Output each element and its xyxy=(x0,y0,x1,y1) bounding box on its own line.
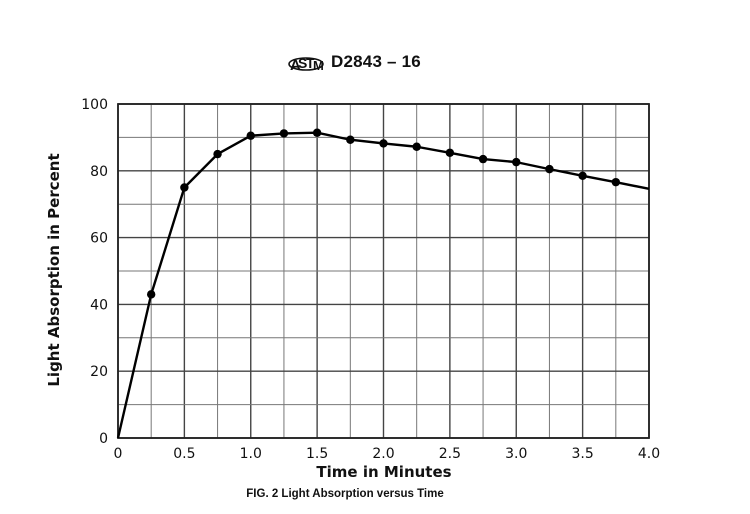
x-axis-label: Time in Minutes xyxy=(316,463,452,481)
data-point-marker xyxy=(180,183,189,192)
data-series xyxy=(116,128,650,439)
y-tick-label: 100 xyxy=(81,97,108,113)
data-point-marker xyxy=(346,135,355,144)
y-axis-label: Light Absorption in Percent xyxy=(45,153,63,387)
svg-text:A: A xyxy=(290,57,301,74)
svg-text:S: S xyxy=(298,55,307,71)
axis-ticks: 0 0.5 1.0 1.5 2.0 2.5 3.0 3.5 4.0 0 20 40 60 80 100 xyxy=(81,97,660,462)
x-tick-label: 0 xyxy=(114,446,123,462)
data-point-marker xyxy=(578,171,587,181)
figure-header: A S T M D2843 – 16 xyxy=(0,48,750,80)
y-tick-label: 0 xyxy=(99,431,108,447)
x-tick-label: 3.5 xyxy=(571,446,593,462)
data-point-marker xyxy=(412,142,421,151)
y-tick-label: 40 xyxy=(90,297,108,313)
data-point-marker xyxy=(379,139,388,148)
x-tick-label: 0.5 xyxy=(173,446,195,462)
data-point-marker xyxy=(611,177,621,187)
data-point-marker xyxy=(246,131,255,140)
astm-logo-icon: A S T M xyxy=(288,55,324,74)
x-tick-label: 3.0 xyxy=(505,446,527,462)
y-tick-label: 60 xyxy=(90,231,108,247)
chart-grid xyxy=(117,103,650,439)
x-tick-label: 1.0 xyxy=(240,446,262,462)
x-tick-label: 1.5 xyxy=(306,446,328,462)
data-point-marker xyxy=(545,164,554,174)
y-tick-label: 80 xyxy=(90,164,108,180)
figure-caption: FIG. 2 Light Absorption versus Time xyxy=(246,488,444,500)
svg-text:M: M xyxy=(313,58,324,73)
svg-text:T: T xyxy=(306,55,315,71)
plot-frame xyxy=(117,103,650,439)
y-tick-label: 20 xyxy=(90,364,108,380)
x-tick-label: 2.5 xyxy=(439,446,461,462)
data-point-marker xyxy=(478,154,488,164)
data-point-marker xyxy=(312,128,322,137)
x-tick-label: 2.0 xyxy=(372,446,394,462)
data-point-marker xyxy=(146,290,156,299)
standard-designation: D2843 – 16 xyxy=(331,52,421,71)
x-tick-label: 4.0 xyxy=(638,446,660,462)
data-point-marker xyxy=(213,149,222,159)
data-point-marker xyxy=(445,148,455,157)
data-point-marker xyxy=(279,129,289,138)
data-point-marker xyxy=(512,157,521,167)
